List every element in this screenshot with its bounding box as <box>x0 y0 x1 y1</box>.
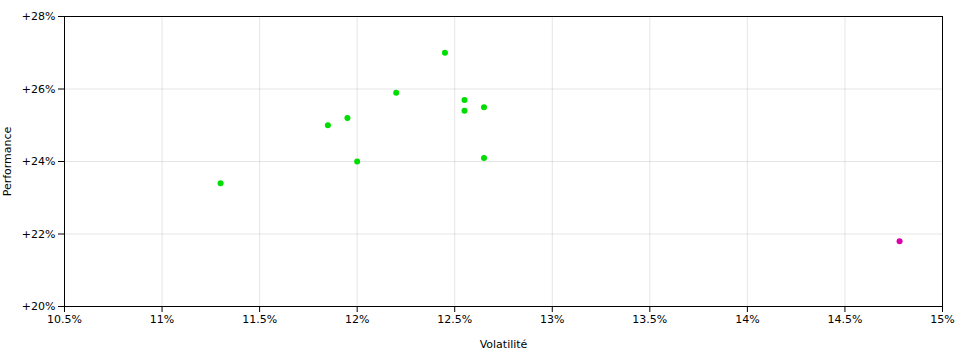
svg-text:13%: 13% <box>540 313 564 326</box>
svg-text:12.5%: 12.5% <box>437 313 472 326</box>
svg-text:Performance: Performance <box>1 126 14 196</box>
svg-text:+22%: +22% <box>22 228 56 241</box>
svg-text:11%: 11% <box>150 313 174 326</box>
svg-text:13.5%: 13.5% <box>632 313 667 326</box>
svg-text:+28%: +28% <box>22 10 56 23</box>
svg-text:+26%: +26% <box>22 83 56 96</box>
svg-text:+24%: +24% <box>22 155 56 168</box>
svg-text:14.5%: 14.5% <box>827 313 862 326</box>
svg-text:Volatilité: Volatilité <box>480 338 528 350</box>
svg-text:12%: 12% <box>345 313 369 326</box>
svg-text:15%: 15% <box>930 313 954 326</box>
svg-text:+20%: +20% <box>22 300 56 313</box>
svg-text:14%: 14% <box>735 313 759 326</box>
svg-text:10.5%: 10.5% <box>47 313 82 326</box>
svg-text:11.5%: 11.5% <box>242 313 277 326</box>
